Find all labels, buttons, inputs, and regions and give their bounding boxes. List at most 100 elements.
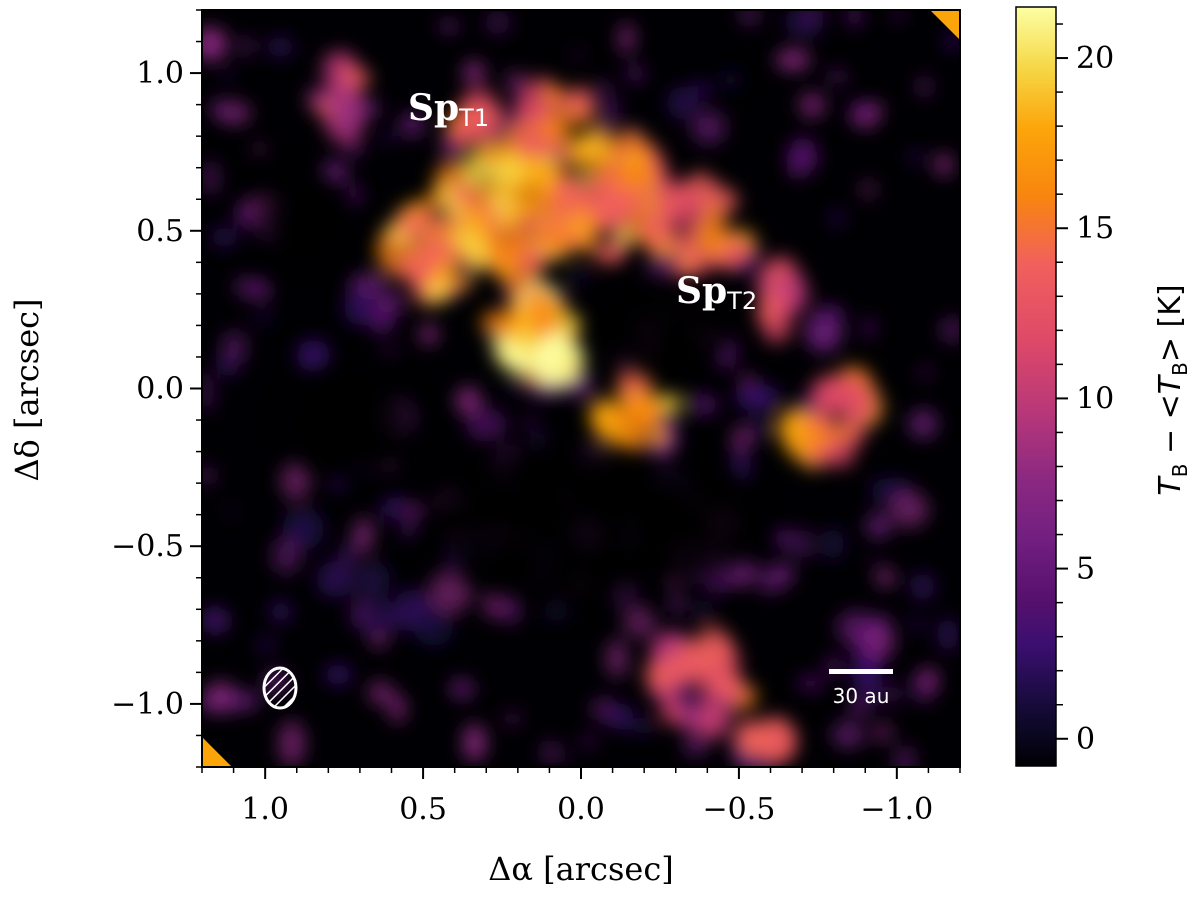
emission-blob <box>542 740 560 765</box>
emission-blob <box>461 153 491 189</box>
emission-blob <box>269 601 292 623</box>
x-tick-label: 1.0 <box>241 792 289 827</box>
emission-blob <box>919 366 931 379</box>
emission-blob <box>621 150 646 170</box>
y-tick-label: −1.0 <box>111 687 184 722</box>
emission-blob <box>849 694 870 718</box>
emission-blob <box>667 86 699 120</box>
emission-blob <box>673 195 706 229</box>
y-tick-label: −0.5 <box>111 529 184 564</box>
emission-blob <box>798 92 826 119</box>
colorbar-tick-label: 15 <box>1076 211 1114 246</box>
corner-mask-bottom-left <box>202 737 232 767</box>
emission-void <box>645 460 755 580</box>
colorbar-label: TB − <TB> [K] <box>1153 284 1192 495</box>
emission-blob <box>691 109 727 145</box>
emission-blob <box>474 125 497 145</box>
emission-blob <box>845 10 863 28</box>
cbar-label-end: > [K] <box>1153 284 1188 362</box>
emission-blob <box>387 495 407 516</box>
emission-blob <box>791 137 815 158</box>
emission-blob <box>889 491 929 528</box>
colorbar-tick-label: 5 <box>1076 552 1095 587</box>
emission-blob <box>282 508 325 550</box>
emission-blob <box>910 573 935 601</box>
emission-blob <box>644 658 682 693</box>
emission-blob <box>211 99 227 118</box>
emission-blob <box>458 115 475 135</box>
emission-blob <box>614 227 635 246</box>
emission-blob <box>395 213 428 238</box>
colorbar-ticks: 0 5 10 15 20 <box>1056 23 1114 757</box>
emission-blob <box>485 10 511 35</box>
emission-blob <box>625 63 646 84</box>
emission-blob <box>588 189 628 229</box>
emission-blob <box>863 627 897 659</box>
emission-blob <box>481 310 516 337</box>
emission-blob <box>692 599 715 623</box>
emission-blob <box>424 280 451 304</box>
emission-blob <box>354 560 391 600</box>
emission-blob <box>296 339 331 373</box>
emission-blob <box>604 97 620 122</box>
emission-blob <box>485 223 526 267</box>
emission-blob <box>878 685 904 704</box>
x-tick-label: 0.0 <box>557 792 605 827</box>
emission-blob <box>202 387 216 411</box>
emission-blob <box>325 664 352 686</box>
emission-blob <box>505 711 519 727</box>
emission-blob <box>343 68 371 89</box>
annotation-sp-t1-main: Sp <box>408 87 459 129</box>
emission-blob <box>591 697 614 721</box>
emission-blob <box>875 567 895 587</box>
cbar-label-t2: T <box>1153 373 1188 394</box>
emission-blob <box>520 160 556 189</box>
emission-blob <box>429 569 473 613</box>
emission-blob <box>861 317 876 338</box>
emission-blob <box>432 216 450 229</box>
plot-area <box>202 10 960 767</box>
emission-blob <box>540 110 571 145</box>
annotation-sp-t1: SpT1 <box>408 87 489 132</box>
emission-blob <box>417 233 454 267</box>
cbar-label-mid: − < <box>1153 394 1188 463</box>
emission-blob <box>892 10 903 23</box>
emission-blob <box>278 720 306 767</box>
emission-blob <box>824 654 842 678</box>
emission-blob <box>466 408 507 443</box>
emission-blob <box>224 691 260 711</box>
y-tick-label: 0.0 <box>136 372 184 407</box>
emission-blob <box>588 398 621 435</box>
emission-void <box>590 285 730 375</box>
emission-blob <box>753 733 774 756</box>
emission-blob <box>462 61 486 84</box>
annotation-sp-t2-main: Sp <box>676 270 727 312</box>
emission-blob <box>596 145 618 165</box>
emission-blob <box>939 317 960 343</box>
emission-blob <box>343 90 363 105</box>
emission-blob <box>501 589 521 625</box>
emission-blob <box>316 561 354 598</box>
emission-blob <box>443 200 463 219</box>
emission-blob <box>919 667 939 693</box>
emission-blob <box>647 426 668 447</box>
annotation-sp-t2: SpT2 <box>676 270 757 315</box>
emission-blob <box>683 735 709 755</box>
emission-blob <box>202 376 213 388</box>
emission-blob <box>280 461 311 501</box>
y-tick-label: 1.0 <box>136 56 184 91</box>
emission-voids <box>260 180 755 600</box>
emission-blob <box>775 562 794 587</box>
emission-blob <box>467 245 489 272</box>
cbar-label-sub1: B <box>1168 464 1192 478</box>
emission-blob <box>721 70 740 90</box>
emission-blob <box>671 640 710 679</box>
emission-blob <box>624 429 647 453</box>
y-tick-label: 0.5 <box>136 214 184 249</box>
emission-blob <box>484 588 502 620</box>
colorbar-gradient <box>1016 7 1056 766</box>
emission-blob <box>798 675 823 691</box>
emission-blob <box>221 330 248 365</box>
annotation-sp-t2-sub: T2 <box>726 287 757 315</box>
